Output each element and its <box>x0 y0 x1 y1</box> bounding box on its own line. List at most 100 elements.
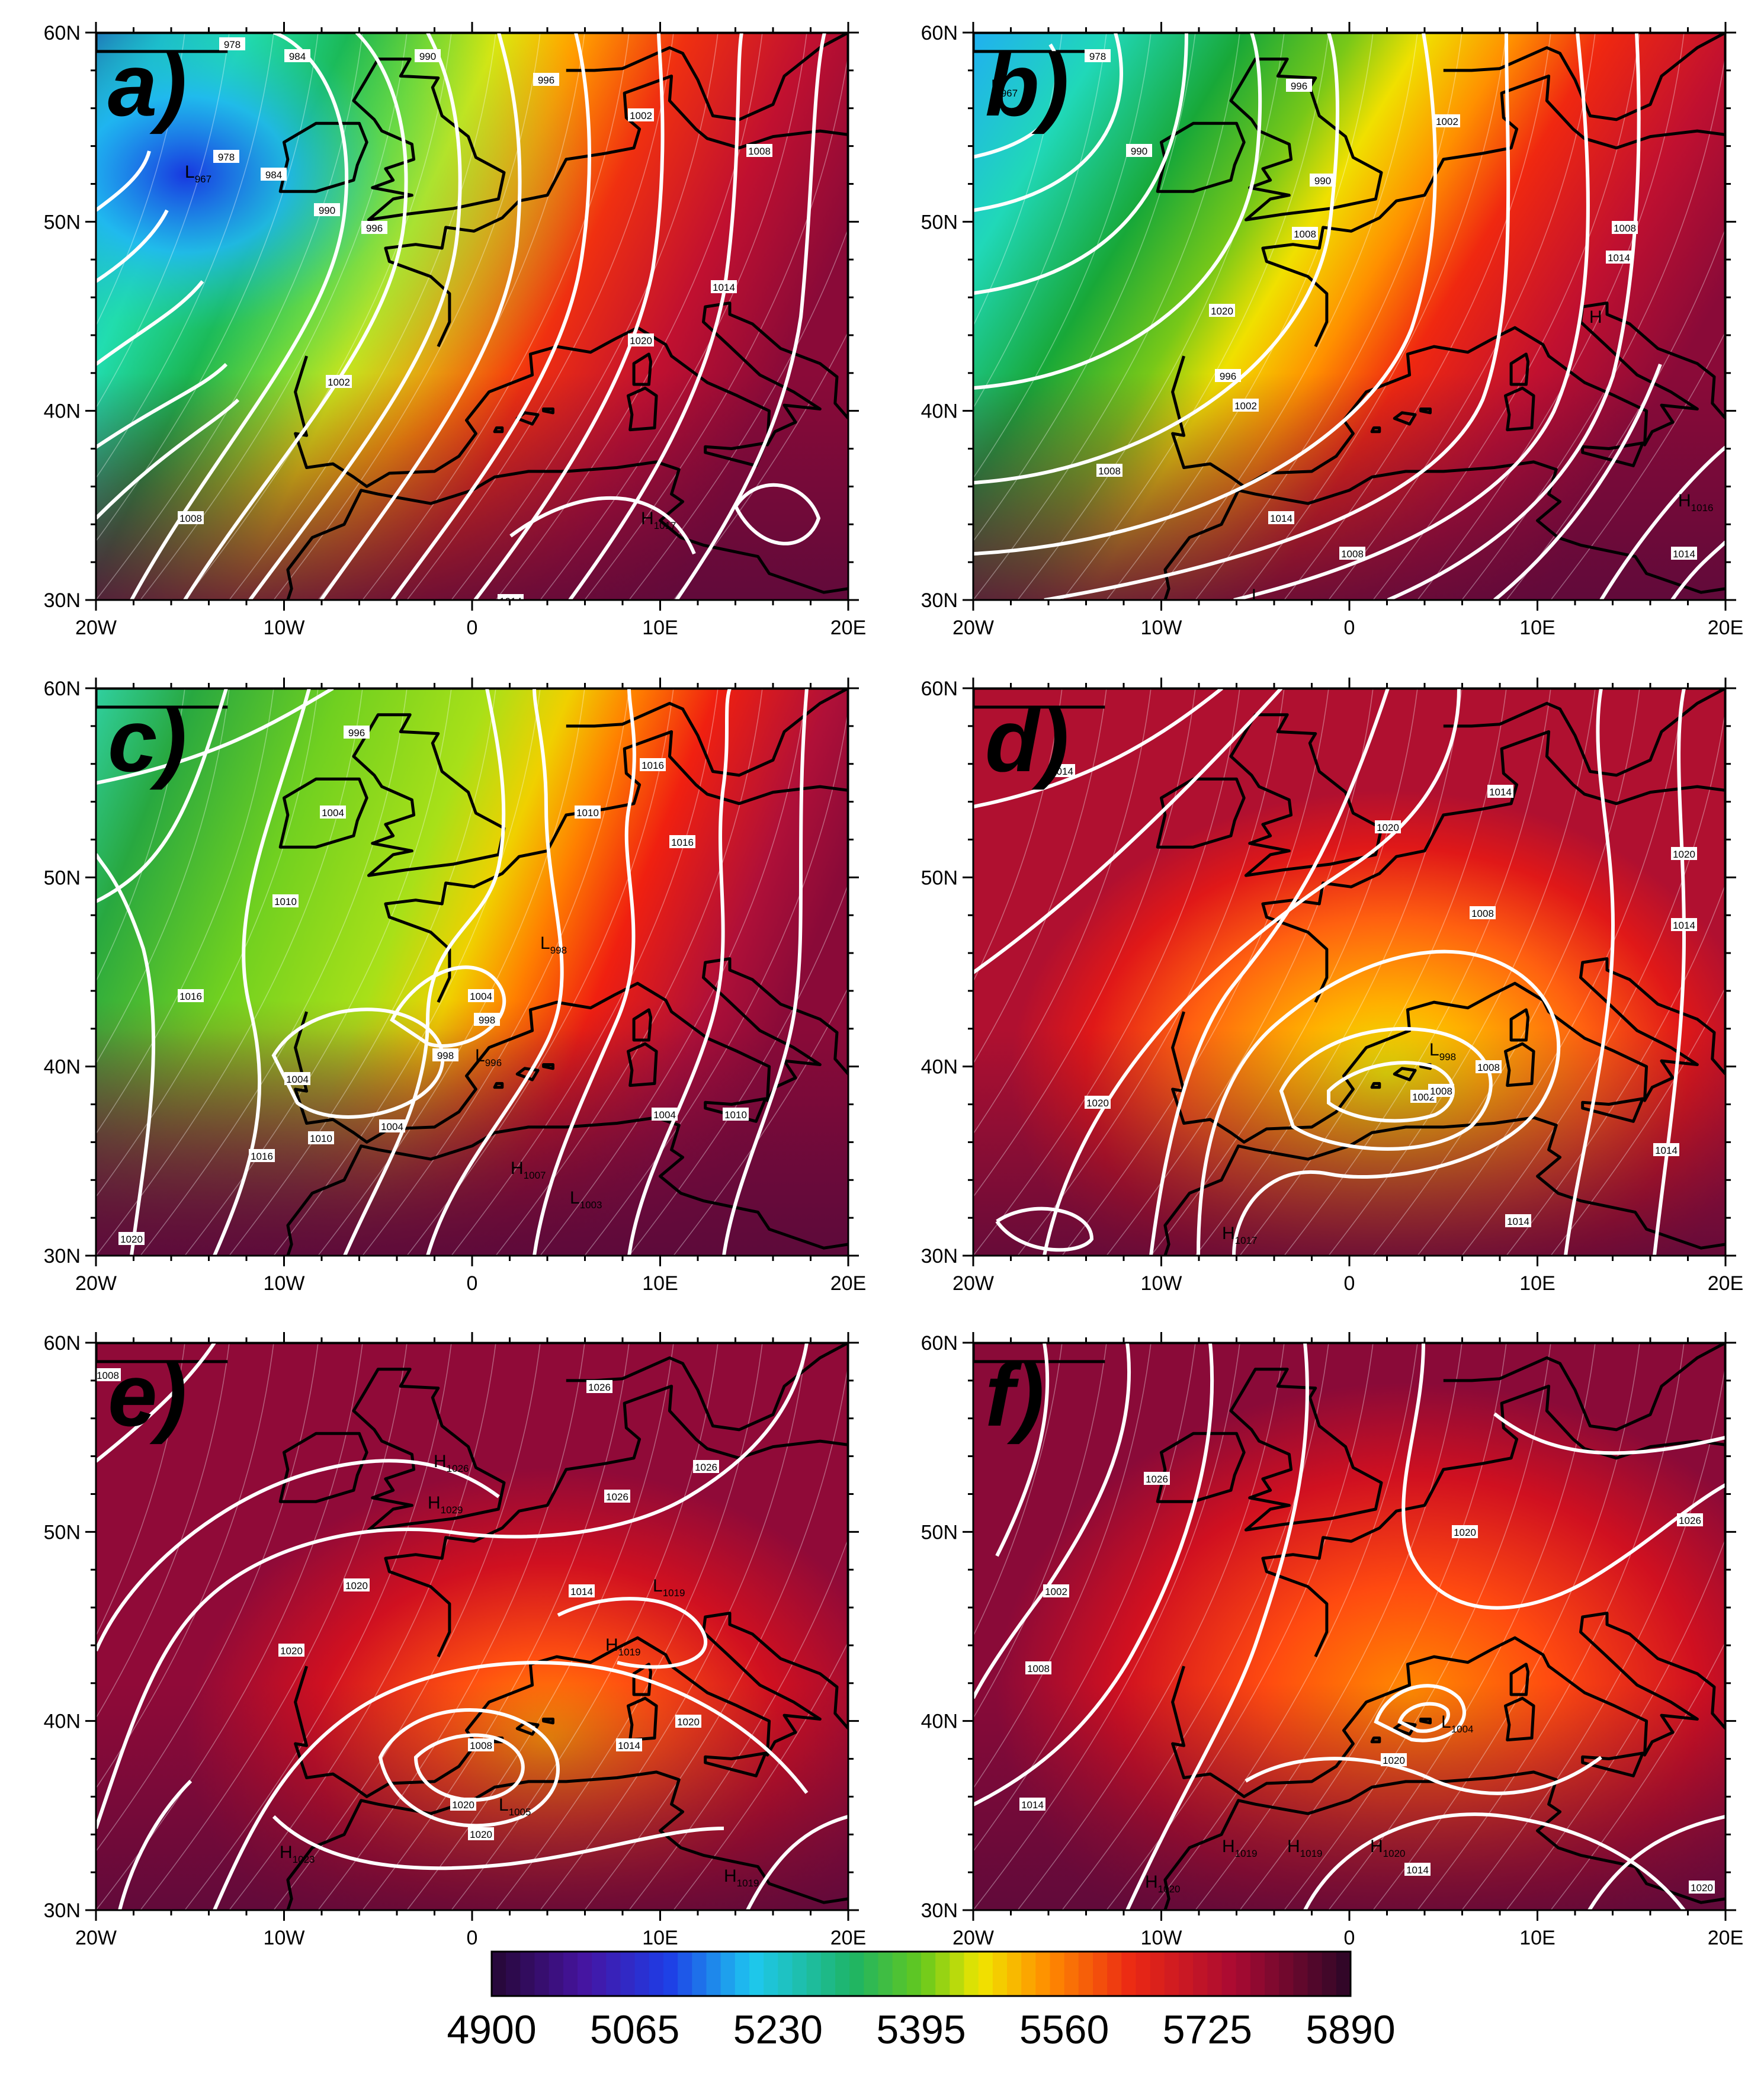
svg-text:1014: 1014 <box>570 1586 593 1597</box>
svg-text:1008: 1008 <box>1098 466 1121 477</box>
isobar-label: 1020 <box>450 1798 476 1811</box>
colorbar-label: 5725 <box>1163 2007 1252 2052</box>
isobar-label: 1008 <box>1470 906 1496 919</box>
colorbar-swatch <box>964 1952 979 1996</box>
lon-tick-label: 0 <box>1344 1272 1355 1295</box>
svg-text:998: 998 <box>437 1050 454 1061</box>
svg-text:1014: 1014 <box>1655 1145 1678 1156</box>
isobar <box>248 33 462 600</box>
lon-tick-label: 10W <box>264 1272 305 1295</box>
svg-text:1004: 1004 <box>470 991 492 1002</box>
isobar <box>96 853 156 1256</box>
isobar-label: 998 <box>474 1013 500 1026</box>
isobar-label: 1008 <box>1096 464 1122 477</box>
isobar <box>96 362 228 449</box>
isobar <box>1125 1343 1309 1910</box>
coast-france <box>384 1384 848 1658</box>
svg-text:1020: 1020 <box>345 1580 368 1591</box>
lat-tick-label: 40N <box>921 400 958 423</box>
lon-tick-label: 20W <box>952 617 994 639</box>
coast-scandi <box>566 688 848 777</box>
panel-label: b) <box>985 35 1069 134</box>
isobar <box>1303 1812 1686 1910</box>
isobar-label: 990 <box>314 203 340 216</box>
isobar <box>973 33 1188 295</box>
low-center: L998 <box>540 933 567 956</box>
svg-text:1016: 1016 <box>642 760 664 771</box>
isobar-label: 1008 <box>746 144 772 157</box>
lon-tick-label: 20E <box>830 617 867 639</box>
svg-text:1004: 1004 <box>381 1121 403 1132</box>
colorbar-swatch <box>592 1952 607 1996</box>
svg-text:1016: 1016 <box>251 1151 273 1162</box>
coast-britain <box>352 1368 506 1532</box>
svg-text:1020: 1020 <box>1086 1098 1109 1109</box>
isobar-label: 1010 <box>308 1131 334 1144</box>
colorbar-swatch <box>921 1952 936 1996</box>
isobar <box>509 496 696 555</box>
high-center: H1019 <box>724 1866 759 1889</box>
colorbar-swatch <box>1035 1952 1050 1996</box>
isobar-label: 990 <box>1126 144 1152 157</box>
coast-ireland <box>1156 121 1246 193</box>
colorbar-swatch <box>1265 1952 1279 1996</box>
colorbar-swatch <box>620 1952 636 1996</box>
coastlines <box>973 1343 1725 1910</box>
isobar-label: 996 <box>1215 369 1241 382</box>
colorbar-swatch <box>578 1952 592 1996</box>
isobar <box>973 688 1283 974</box>
lat-tick-label: 30N <box>921 1899 958 1922</box>
isobar-label: 984 <box>261 168 287 181</box>
svg-text:1008: 1008 <box>1027 1663 1050 1674</box>
svg-text:1014: 1014 <box>713 282 735 293</box>
svg-text:978: 978 <box>218 152 235 163</box>
high-center: H1020 <box>1198 1920 1234 1942</box>
lat-tick-label: 30N <box>44 1899 81 1922</box>
isobar-label: 1020 <box>1209 304 1235 317</box>
isobar <box>973 33 1262 390</box>
colorbar-swatch <box>506 1952 521 1996</box>
isobar <box>995 1343 1050 1557</box>
coast-france <box>384 74 848 348</box>
isobar-label: 1014 <box>1487 785 1513 798</box>
isobars <box>973 688 1686 1256</box>
colorbar-swatch <box>1250 1952 1265 1996</box>
colorbar-swatch <box>606 1952 621 1996</box>
lat-tick-label: 60N <box>44 678 81 700</box>
lat-tick-label: 30N <box>44 1245 81 1267</box>
svg-text:1014: 1014 <box>1489 787 1512 798</box>
colorbar-swatch <box>1322 1952 1337 1996</box>
isobar <box>118 1779 193 1910</box>
svg-text:1016: 1016 <box>671 837 694 848</box>
svg-text:996: 996 <box>348 727 365 739</box>
isobar <box>272 1815 724 1870</box>
svg-text:1004: 1004 <box>286 1074 309 1085</box>
isobar <box>675 33 826 600</box>
colorbar-swatch <box>720 1952 736 1996</box>
svg-text:1014: 1014 <box>618 1740 640 1751</box>
isobar-label: 1008 <box>1428 1084 1454 1097</box>
axis-ticks <box>85 22 859 611</box>
isobar-label: 1026 <box>1144 1472 1170 1485</box>
colorbar-swatch <box>634 1952 650 1996</box>
colorbar-swatch <box>649 1952 664 1996</box>
panel-a: 978 984 990 996 1002 1008 1014 1020 978 984 990 996… <box>44 22 867 639</box>
colorbar-swatch <box>1293 1952 1308 1996</box>
isobar <box>973 43 1064 159</box>
isobar-label: 1008 <box>1476 1060 1502 1073</box>
colorbar-swatch <box>1179 1952 1194 1996</box>
isobar <box>183 33 408 600</box>
isobar <box>96 1459 500 1652</box>
coast-menorca <box>542 1063 554 1070</box>
lon-tick-label: 20W <box>952 1272 994 1295</box>
lon-tick-label: 10W <box>1141 617 1182 639</box>
lat-tick-label: 60N <box>921 22 958 44</box>
isobar-label: 1002 <box>326 375 352 388</box>
isobar-label: 1004 <box>379 1119 405 1132</box>
coast-europe <box>973 688 1725 1144</box>
isobar-label: 1014 <box>1049 764 1075 777</box>
colorbar-swatch <box>978 1952 993 1996</box>
svg-text:1008: 1008 <box>1430 1086 1452 1097</box>
coast-sicily <box>1581 1751 1644 1777</box>
